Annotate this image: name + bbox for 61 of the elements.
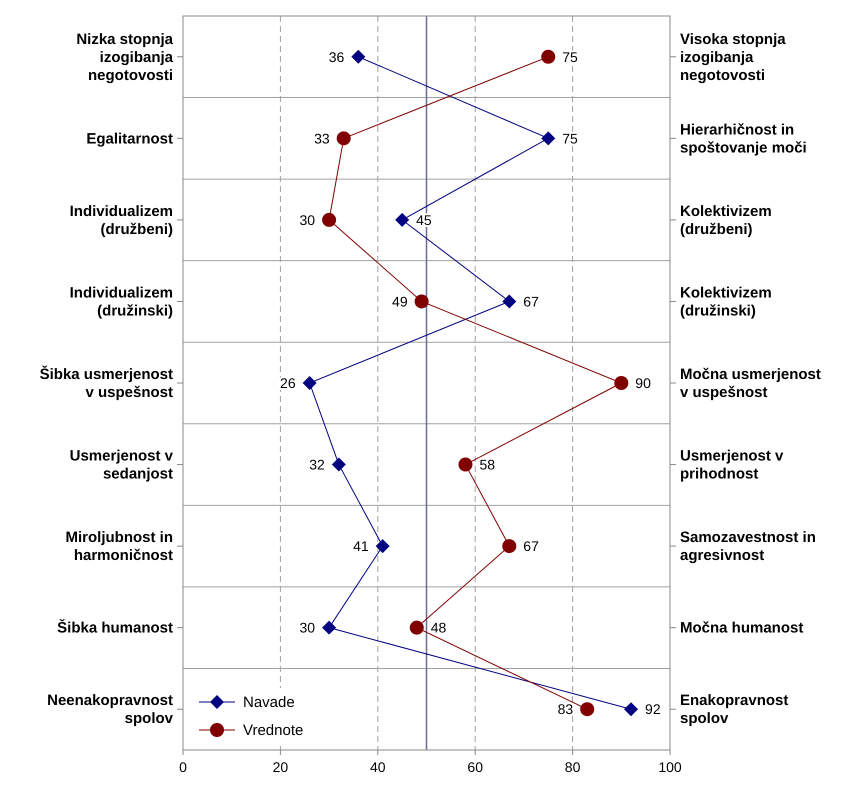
y-tick-label: Miroljubnost in harmoničnost <box>66 529 173 564</box>
point <box>614 376 628 390</box>
data-label: 32 <box>309 456 326 473</box>
point <box>376 539 390 554</box>
point <box>624 702 638 716</box>
point <box>580 702 594 716</box>
y2-tick-label: Hierarhičnost in spoštovanje moči <box>680 121 807 156</box>
data-label: 58 <box>479 456 496 473</box>
point <box>351 50 366 64</box>
x-tick-label: 60 <box>467 759 484 775</box>
point <box>322 212 336 227</box>
point <box>502 539 516 554</box>
y-tick-label: Usmerjenost v sedanjost <box>70 448 174 483</box>
point <box>336 131 351 146</box>
data-label: 90 <box>635 375 652 391</box>
point <box>414 294 429 308</box>
point <box>458 458 472 472</box>
legend-label: Vrednote <box>243 722 304 739</box>
x-tick-label: 80 <box>564 759 581 775</box>
y-tick-label: Neenakopravnost spolov <box>47 692 174 728</box>
x-tick-label: 40 <box>370 759 386 775</box>
data-label: 41 <box>353 538 369 554</box>
y2-tick-label: Močna humanost <box>680 620 804 637</box>
point <box>322 620 336 635</box>
data-label: 30 <box>300 212 316 228</box>
point <box>395 212 410 227</box>
y-tick-label: Šibka usmerjenost v uspešnost <box>40 365 173 401</box>
y2-tick-label: Usmerjenost v prihodnost <box>680 448 784 483</box>
y-tick-label: Nizka stopnja izogibanja negotovosti <box>76 30 174 84</box>
point <box>302 376 317 390</box>
point <box>541 50 556 64</box>
x-tick-label: 100 <box>658 759 682 775</box>
legend-label: Navade <box>243 694 295 711</box>
data-label: 67 <box>523 293 540 310</box>
point <box>332 458 346 472</box>
data-label: 83 <box>558 701 574 718</box>
y-tick-label: Šibka humanost <box>57 618 173 637</box>
data-label: 26 <box>280 375 296 391</box>
data-label: 75 <box>562 130 578 146</box>
data-label: 92 <box>645 701 661 718</box>
point <box>541 131 556 146</box>
x-tick-label: 20 <box>272 759 288 775</box>
data-label: 48 <box>430 620 447 636</box>
y2-tick-label: Močna usmerjenost v uspešnost <box>680 366 821 401</box>
point <box>502 294 516 308</box>
y2-tick-label: Kolektivizem (družbeni) <box>680 202 772 238</box>
y2-tick-label: Kolektivizem (družinski) <box>680 284 772 320</box>
data-label: 67 <box>523 538 540 554</box>
y2-tick-label: Enakopravnost spolov <box>680 692 788 728</box>
y-tick-label: Egalitarnost <box>86 130 173 148</box>
data-label: 30 <box>300 620 316 636</box>
data-label: 33 <box>314 130 330 146</box>
x-tick-label: 0 <box>179 759 188 775</box>
data-label: 36 <box>328 48 345 65</box>
y2-tick-label: Visoka stopnja izogibanja negotovosti <box>680 30 786 84</box>
data-label: 49 <box>392 293 408 310</box>
point <box>410 620 424 635</box>
data-label: 75 <box>562 48 578 65</box>
y-tick-label: Individualizem (družbeni) <box>70 202 173 238</box>
y2-tick-label: Samozavestnost in agresivnost <box>680 529 816 564</box>
y-tick-label: Individualizem (družinski) <box>70 284 173 320</box>
